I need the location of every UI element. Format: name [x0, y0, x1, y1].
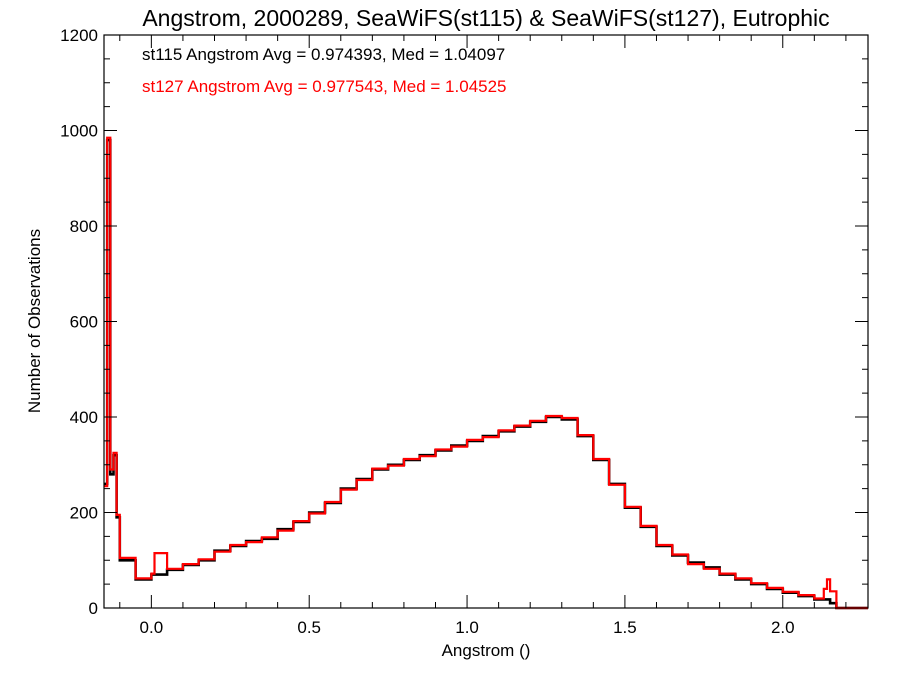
y-tick-label-600: 600	[70, 313, 98, 332]
plot-frame	[103, 34, 869, 609]
annotation-st127: st127 Angstrom Avg = 0.977543, Med = 1.0…	[142, 77, 507, 96]
x-tick-label-0: 0.0	[140, 618, 164, 637]
annotation-st115: st115 Angstrom Avg = 0.974393, Med = 1.0…	[142, 45, 505, 64]
x-axis-label: Angstrom ()	[442, 641, 531, 660]
x-tick-label-1.5: 1.5	[613, 618, 637, 637]
y-tick-label-0: 0	[89, 599, 98, 618]
plot-lines	[104, 136, 868, 610]
x-tick-label-2: 2.0	[771, 618, 795, 637]
y-axis-label: Number of Observations	[25, 229, 44, 413]
x-tick-label-0.5: 0.5	[297, 618, 321, 637]
y-tick-label-800: 800	[70, 217, 98, 236]
y-tick-label-1200: 1200	[60, 26, 98, 45]
axis-ticks: 0 200 400 600 800 1000 1200 0.0 0.5 1.0 1.5 2.0	[60, 26, 868, 637]
chart-title: Angstrom, 2000289, SeaWiFS(st115) & SeaW…	[142, 5, 829, 31]
series-line-st115	[104, 138, 868, 610]
y-tick-label-400: 400	[70, 408, 98, 427]
y-tick-label-1000: 1000	[60, 122, 98, 141]
x-tick-label-1: 1.0	[455, 618, 479, 637]
y-tick-label-200: 200	[70, 504, 98, 523]
series-line-st127	[104, 136, 868, 610]
